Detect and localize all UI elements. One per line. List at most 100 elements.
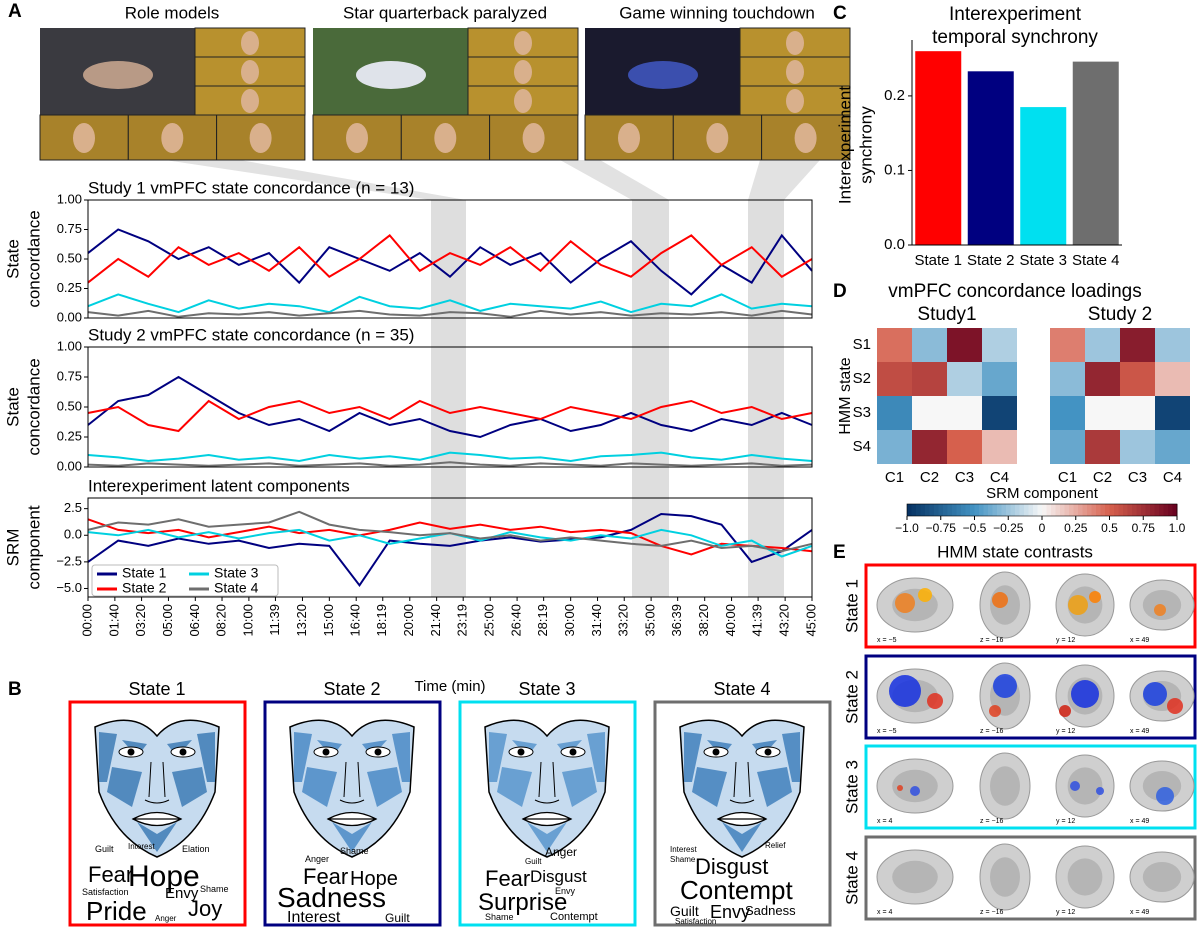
colorbar-segment xyxy=(974,504,980,516)
heat-cell xyxy=(947,430,982,464)
activation xyxy=(1096,787,1104,795)
colorbar-segment xyxy=(1168,504,1173,516)
colorbar-segment xyxy=(1132,504,1137,516)
slice-coord: y = 12 xyxy=(1056,818,1075,825)
activation xyxy=(1059,705,1071,717)
face-region xyxy=(197,732,215,782)
activation xyxy=(895,593,915,613)
video-title: Game winning touchdown xyxy=(619,3,815,22)
slice-coord: z = −16 xyxy=(980,909,1003,916)
state-box xyxy=(653,700,832,927)
colorbar-tick-label: −0.75 xyxy=(926,521,957,535)
colorbar-tick-label: 1.0 xyxy=(1169,521,1186,535)
colorbar-segment xyxy=(1010,504,1016,516)
subplot-title: Study1 xyxy=(917,304,976,325)
colorbar-segment xyxy=(925,504,930,516)
face-region xyxy=(392,732,410,782)
series-line xyxy=(87,461,813,467)
colorbar-segment xyxy=(907,504,912,516)
colorbar-tick-label: 0.25 xyxy=(1064,521,1088,535)
colorbar-segment xyxy=(1055,504,1061,516)
activation xyxy=(927,693,943,709)
heat-cell xyxy=(1050,430,1085,464)
x-tick-label: 03:20 xyxy=(133,604,148,637)
colorbar-segment xyxy=(920,504,926,516)
face-region xyxy=(107,767,142,807)
emotion-word: Shame xyxy=(670,855,696,864)
y-tick-label: 0.0 xyxy=(884,236,905,253)
x-tick-label: 06:40 xyxy=(187,604,202,637)
mouth xyxy=(716,811,768,827)
heat-cell xyxy=(1085,396,1120,430)
colorbar-segment xyxy=(956,504,962,516)
y-tick-label: 1.00 xyxy=(57,191,82,206)
heat-cell xyxy=(1120,362,1155,396)
colorbar-segment xyxy=(965,504,971,516)
state-title: State 1 xyxy=(128,679,185,699)
slice-coord: x = 49 xyxy=(1130,728,1149,735)
activation xyxy=(897,785,903,791)
colorbar-segment xyxy=(1006,504,1011,516)
series-line xyxy=(87,234,813,284)
plot-frame xyxy=(87,497,813,598)
colorbar-segment xyxy=(979,504,984,516)
face-region xyxy=(684,732,702,782)
series-line xyxy=(87,510,813,553)
y-tick-label: S3 xyxy=(853,404,871,421)
heat-cell xyxy=(1050,396,1085,430)
face-region xyxy=(294,732,312,782)
face-region xyxy=(562,767,597,807)
axes xyxy=(911,40,1122,246)
bar xyxy=(967,71,1014,246)
emotion-word: Interest xyxy=(670,845,697,854)
colorbar-tick-label: 0 xyxy=(1039,521,1046,535)
colorbar-segment xyxy=(961,504,966,516)
face-region xyxy=(332,822,372,852)
y-tick-label: −2.5 xyxy=(56,553,82,568)
heat-cell xyxy=(1120,396,1155,430)
x-tick-label: 30:00 xyxy=(562,604,577,637)
colorbar-segment xyxy=(938,504,944,516)
activation xyxy=(1143,682,1167,706)
brain-inner xyxy=(892,860,938,894)
x-tick-label: C1 xyxy=(885,469,904,486)
series-line xyxy=(87,399,813,433)
funnels xyxy=(165,160,820,200)
emotion-word: Guilt xyxy=(385,911,410,925)
pupil xyxy=(374,748,382,756)
legend-label: State 4 xyxy=(214,580,259,596)
state-title: State 3 xyxy=(518,679,575,699)
emotion-word: Elation xyxy=(182,844,210,854)
colorbar-segment xyxy=(988,504,993,516)
x-tick-label: C4 xyxy=(1163,469,1182,486)
slice-coord: x = −5 xyxy=(877,637,897,644)
activation xyxy=(1156,787,1174,805)
y-tick-label: S4 xyxy=(853,438,871,455)
x-tick-label: 45:00 xyxy=(803,604,818,637)
emotion-word: Disgust xyxy=(530,867,587,886)
x-tick-label: State 3 xyxy=(1019,252,1067,269)
colorbar-segment xyxy=(1105,504,1110,516)
heat-cell xyxy=(912,328,947,362)
panel-label: E xyxy=(833,542,846,563)
emotion-word: Shame xyxy=(340,846,369,856)
colorbar-segment xyxy=(943,504,948,516)
nose xyxy=(339,761,365,804)
y-tick-label: 2.5 xyxy=(64,500,82,515)
colorbar-segment xyxy=(1127,504,1133,516)
band xyxy=(431,200,466,597)
colorbar-tick-label: −1.0 xyxy=(895,521,919,535)
state-label: State 2 xyxy=(842,670,861,724)
heat-cell xyxy=(912,430,947,464)
heat-cell xyxy=(912,396,947,430)
panel-label: C xyxy=(833,3,847,24)
x-tick-label: 28:19 xyxy=(535,604,550,637)
plot-frame xyxy=(87,346,813,468)
face xyxy=(484,719,610,858)
x-tick-label: C3 xyxy=(955,469,974,486)
emotion-word: Anger xyxy=(155,914,177,923)
webcam-face xyxy=(241,31,259,55)
heat-cell xyxy=(947,396,982,430)
emotion-word: Fear xyxy=(485,866,530,891)
